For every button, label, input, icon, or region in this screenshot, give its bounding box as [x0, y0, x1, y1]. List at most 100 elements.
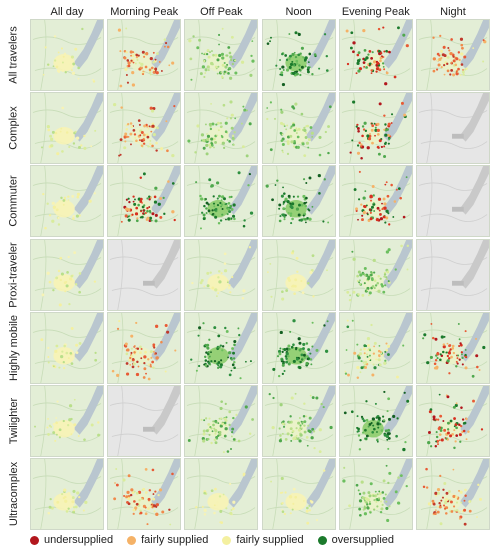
boundary-line: [40, 239, 47, 310]
station-point: [141, 131, 145, 135]
station-point: [211, 50, 214, 52]
station-point: [118, 28, 122, 32]
station-point: [357, 69, 361, 73]
station-point: [453, 417, 456, 420]
station-point: [387, 247, 391, 251]
station-point: [217, 204, 220, 207]
station-point: [458, 344, 461, 347]
station-point: [355, 125, 358, 128]
station-point: [352, 351, 357, 355]
station-point: [477, 483, 480, 487]
row-label: Proxi-traveler: [0, 239, 28, 311]
station-point: [156, 52, 160, 55]
station-point: [422, 485, 426, 489]
station-point: [292, 129, 296, 133]
station-point: [67, 507, 70, 511]
station-point: [462, 429, 466, 433]
map-panel: [107, 19, 182, 91]
station-point: [228, 410, 232, 414]
station-point: [363, 273, 367, 277]
station-point: [320, 402, 323, 406]
station-point: [229, 55, 233, 59]
station-point: [359, 203, 363, 207]
station-point: [383, 128, 386, 131]
station-point: [143, 367, 147, 370]
station-point: [282, 425, 285, 428]
station-point: [137, 204, 141, 207]
station-point: [373, 122, 376, 125]
station-point: [293, 102, 298, 106]
station-point: [482, 345, 486, 349]
station-point: [299, 424, 302, 427]
station-point: [156, 503, 160, 507]
station-point: [448, 371, 451, 375]
station-point: [75, 136, 80, 140]
row-label-text: Twilighter: [8, 397, 20, 445]
station-point: [315, 348, 319, 352]
station-point: [358, 514, 362, 517]
station-point: [46, 125, 50, 129]
station-point: [47, 346, 50, 349]
station-point: [133, 203, 137, 207]
station-point: [289, 215, 292, 218]
station-point: [395, 434, 398, 438]
station-point: [368, 358, 371, 361]
station-point: [373, 499, 376, 502]
station-point: [52, 205, 57, 210]
station-point: [450, 500, 453, 504]
station-point: [300, 426, 302, 429]
station-point: [306, 424, 309, 427]
station-point: [342, 466, 346, 470]
station-point: [52, 65, 55, 68]
station-point: [233, 339, 237, 343]
station-point: [47, 417, 49, 420]
station-point: [369, 217, 373, 221]
station-point: [385, 277, 388, 280]
station-point: [442, 350, 445, 354]
station-point: [395, 189, 398, 192]
map-svg: [31, 312, 103, 383]
station-point: [284, 360, 288, 364]
station-point: [146, 217, 150, 220]
station-point: [286, 140, 290, 144]
station-point: [289, 427, 293, 431]
station-point: [238, 439, 241, 443]
station-point: [208, 69, 211, 72]
station-point: [382, 353, 385, 356]
station-point: [139, 176, 143, 180]
station-point: [284, 437, 288, 441]
station-point: [245, 360, 248, 363]
station-point: [217, 334, 221, 338]
station-point: [140, 144, 144, 148]
station-point: [402, 447, 406, 452]
station-point: [377, 416, 381, 420]
station-point: [358, 499, 362, 503]
station-point: [366, 506, 370, 510]
station-point: [118, 319, 121, 322]
station-point: [449, 73, 452, 76]
boundary-line: [349, 93, 356, 164]
station-point: [231, 113, 235, 117]
station-point: [383, 359, 387, 362]
station-point: [139, 134, 142, 137]
station-point: [206, 133, 209, 136]
station-point: [344, 370, 347, 373]
station-point: [317, 192, 321, 195]
station-point: [326, 152, 330, 155]
station-point: [443, 504, 446, 507]
station-point: [226, 329, 230, 333]
station-point: [239, 376, 243, 380]
station-point: [72, 142, 76, 145]
station-point: [377, 426, 380, 429]
station-point: [209, 123, 213, 127]
station-point: [221, 422, 225, 426]
station-point: [149, 365, 153, 368]
station-point: [382, 114, 386, 118]
station-point: [372, 60, 377, 64]
station-point: [204, 72, 207, 74]
station-point: [143, 142, 146, 146]
station-point: [233, 343, 237, 346]
station-point: [113, 103, 117, 107]
station-point: [438, 57, 442, 62]
station-point: [47, 128, 51, 132]
